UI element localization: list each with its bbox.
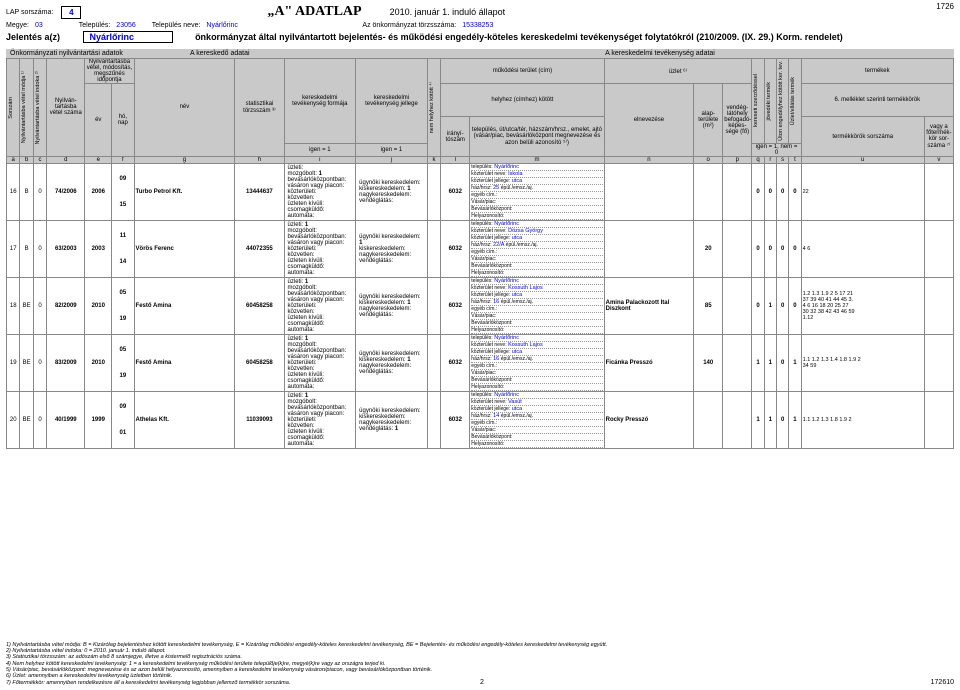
col-letter: i <box>284 156 356 163</box>
col-letter: u <box>801 156 924 163</box>
jelentes-line: Jelentés a(z) Nyárlőrinc önkormányzat ál… <box>6 31 954 43</box>
th-elnev: elnevezése <box>604 84 694 157</box>
th-igennem: igen = 1, nem = 0 <box>752 143 801 156</box>
megye: 03 <box>35 22 43 29</box>
header-row1: LAP sorszáma: 4 „A" ADATLAP 2010. január… <box>6 4 954 20</box>
th-alap: alap-területe (m²) <box>694 84 723 157</box>
col-letter: n <box>604 156 694 163</box>
col-letter: l <box>441 156 470 163</box>
th-termekkorok: termékkörök sorszáma <box>801 117 924 156</box>
th-mukodesi: működési terület (cím) <box>441 59 604 84</box>
main-table: Sorszám Nyilvántartásba vétel módja ¹⁾ N… <box>6 58 954 449</box>
th-nemhelyhez: nem helyhez kötött ⁴⁾ <box>429 80 435 135</box>
col-letter: r <box>764 156 776 163</box>
th-vendeg: vendég-látóhely befogadó-képes-sége (fő) <box>723 84 752 157</box>
th-helyhez: helyhez (címhez) kötött <box>441 84 604 117</box>
th-uzlatland: Üzlet/ellátás termék <box>790 75 796 127</box>
megye-label: Megye: <box>6 22 29 29</box>
lap-sorszama: 4 <box>61 6 81 19</box>
th-vagy: vagy a főtermék-kör sor-száma ⁷⁾ <box>924 117 953 156</box>
jelentes-prefix: Jelentés a(z) <box>6 32 60 42</box>
header-row2: Megye: 03 Település: 23056 Település nev… <box>6 22 954 29</box>
th-nybv-idoka: Nyilvántartásba vétel indoka ²⁾ <box>35 69 41 147</box>
col-letter: o <box>694 156 723 163</box>
th-ev: év <box>85 84 112 157</box>
band-tevek: A kereskedelmi tevékenység adatai <box>370 50 950 57</box>
adatlap-title: „A" ADATLAP <box>267 4 361 20</box>
page-code-bottom: 172610 <box>931 679 954 686</box>
telepules-neve-label: Település neve: <box>152 22 201 29</box>
col-letter: v <box>924 156 953 163</box>
th-honap: hó, nap <box>112 84 134 157</box>
col-letter: h <box>235 156 284 163</box>
th-kereset: kereseti szerződéssel <box>753 72 759 129</box>
th-nyilv-szama: Nyilván-tartásba vétel száma <box>47 59 85 157</box>
th-formaja: kereskedelmi tevékenység formája <box>284 59 356 144</box>
band-keresk: A kereskedő adatai <box>190 50 370 57</box>
th-uton: Úton engedélyhez kötött ker. tev. <box>778 59 784 143</box>
th-mell6: 6. melléklet szerinti termékkörök <box>801 84 953 117</box>
col-letter: c <box>33 156 46 163</box>
col-letter: a <box>7 156 20 163</box>
col-letter: d <box>47 156 85 163</box>
col-letter: s <box>777 156 789 163</box>
th-uzlet: üzlet ⁶⁾ <box>604 59 752 84</box>
table-row: 20BE040/199919990901Athelas Kft.11039093… <box>7 391 954 448</box>
th-igen1b: igen = 1 <box>356 143 428 156</box>
torzsszam-label: Az önkormányzat törzsszáma: <box>362 22 456 29</box>
col-letter: b <box>20 156 33 163</box>
th-telepblock: település, út/utca/tér, házszám/hrsz., e… <box>470 117 604 156</box>
band-onkorm: Önkormányzati nyilvántartási adatok <box>10 50 190 57</box>
page-code-top: 1726 <box>936 2 954 11</box>
th-iranyito: irányí-tószám <box>441 117 470 156</box>
date-line: 2010. január 1. induló állapot <box>390 7 506 17</box>
th-jellege: kereskedelmi tevékenység jellege <box>356 59 428 144</box>
th-igen1a: igen = 1 <box>284 143 356 156</box>
lap-sorszama-label: LAP sorszáma: <box>6 9 53 16</box>
th-nyilv-block: Nyilvántartásba vétel, módosítás, megszű… <box>85 59 134 84</box>
col-letter: m <box>470 156 604 163</box>
col-letter: j <box>356 156 428 163</box>
col-letter: e <box>85 156 112 163</box>
telepules-label: Település: <box>79 22 111 29</box>
th-sorszam: Sorszám <box>8 95 14 121</box>
col-letter: q <box>752 156 764 163</box>
page-number: 2 <box>480 679 484 686</box>
table-row: 18BE082/200920100519Festő Amina60458258ü… <box>7 277 954 334</box>
th-stat: statisztikai törzsszám ³⁾ <box>235 59 284 157</box>
table-row: 16B074/200620060915Turbo Petrol Kft.1344… <box>7 163 954 220</box>
col-letter: k <box>427 156 440 163</box>
table-row: 17B063/200320031114Vörös Ferenc44072355ü… <box>7 220 954 277</box>
th-nybv-modja: Nyilvántartásba vétel módja ¹⁾ <box>21 69 27 145</box>
col-letter: p <box>723 156 752 163</box>
table-row: 19BE083/200920100519Festő Amina60458258ü… <box>7 334 954 391</box>
torzsszam: 15338253 <box>462 22 532 29</box>
col-letter: t <box>789 156 801 163</box>
section-band: Önkormányzati nyilvántartási adatok A ke… <box>6 49 954 58</box>
telepules-neve: Nyárlőrinc <box>206 22 296 29</box>
jelentes-rest: önkormányzat által nyilvántartott bejele… <box>195 32 843 42</box>
th-nev: név <box>134 59 235 157</box>
col-letter: g <box>134 156 235 163</box>
jelentes-kozseg: Nyárlőrinc <box>83 31 173 43</box>
col-letter: f <box>112 156 134 163</box>
telepules-kod: 23056 <box>116 22 135 29</box>
th-termekek: termékek <box>801 59 953 84</box>
th-jovedeki: jövedéki termék <box>766 80 772 123</box>
